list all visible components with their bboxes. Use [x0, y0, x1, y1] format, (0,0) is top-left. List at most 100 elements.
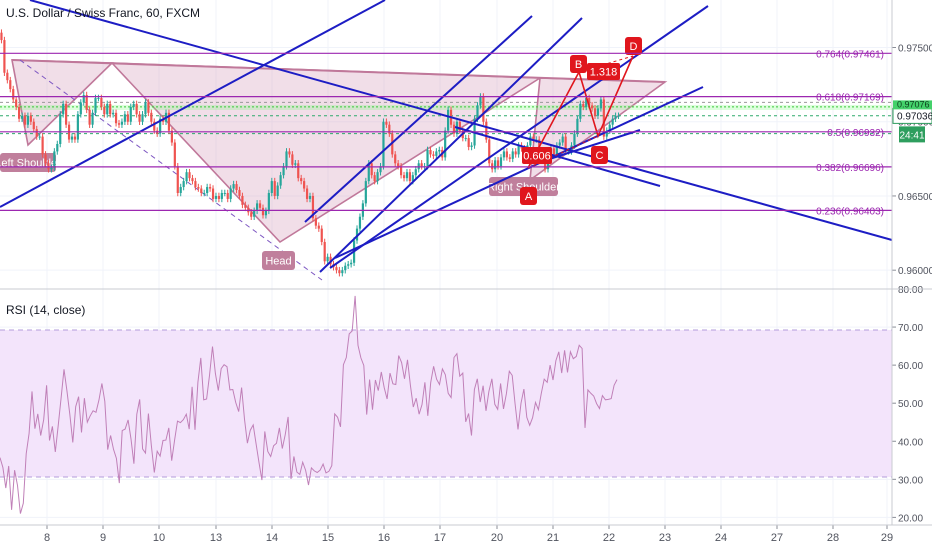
harmonic-point-box: [625, 37, 642, 55]
candle-body: [355, 228, 359, 241]
candle-body: [267, 192, 270, 211]
candle-body: [411, 175, 414, 182]
trend-lines: [0, 0, 893, 273]
countdown-label: 24:41: [899, 130, 924, 141]
candle-body: [285, 151, 288, 167]
candle-body: [467, 138, 470, 147]
candle-body: [238, 190, 241, 196]
candle-body: [314, 218, 317, 226]
candle-body: [73, 136, 77, 140]
candle-body: [405, 172, 409, 179]
candle-body: [561, 136, 564, 143]
candle-body: [167, 112, 171, 131]
candle-body: [297, 163, 300, 179]
support-line-2: [539, 129, 641, 163]
candle-body: [12, 89, 15, 100]
candle-body: [452, 124, 456, 134]
candle-body: [258, 203, 262, 208]
candle-body: [323, 241, 326, 262]
candle-body: [397, 163, 400, 167]
x-tick-label: 16: [378, 532, 390, 544]
candle-body: [282, 166, 285, 176]
x-tick-label: 10: [153, 532, 165, 544]
candle-body: [399, 166, 403, 176]
candle-body: [211, 188, 215, 199]
candle-body: [608, 124, 611, 131]
ascending-line-3: [329, 5, 709, 269]
candle-body: [220, 192, 223, 199]
candle-body: [208, 187, 212, 189]
candle-body: [420, 163, 423, 167]
candle-body: [88, 109, 91, 125]
x-tick-label: 9: [100, 532, 106, 544]
harmonic-ratio-label: 0.606: [523, 151, 551, 163]
candle-body: [203, 192, 206, 194]
candle-body: [435, 151, 438, 156]
right-shoulder-region: [529, 77, 668, 182]
candle-body: [505, 151, 508, 158]
rsi-tick-label: 20.00: [898, 513, 923, 524]
candle-body: [470, 145, 473, 147]
x-tick-label: 13: [210, 532, 222, 544]
candle-body: [370, 163, 373, 176]
candle-body: [379, 166, 382, 173]
candle-body: [44, 154, 47, 164]
candle-body: [53, 151, 56, 168]
harmonic-ratio-box: [522, 147, 552, 164]
candle-body: [62, 103, 65, 115]
candle-body: [256, 203, 259, 211]
candle-body: [94, 97, 97, 113]
candle-body: [479, 96, 482, 106]
x-tick-label: 14: [266, 532, 278, 544]
candle-body: [444, 130, 447, 158]
harmonic-ratio-label: 1.318: [590, 67, 618, 79]
candle-body: [605, 130, 608, 137]
x-tick-label: 21: [547, 532, 559, 544]
x-tick-label: 29: [881, 532, 893, 544]
candle-body: [573, 133, 576, 146]
harmonic-path: [527, 55, 634, 169]
candle-body: [223, 192, 226, 194]
candle-body: [593, 108, 597, 116]
y-tick-label: 0.96500: [898, 192, 932, 203]
candle-body: [200, 188, 203, 193]
candle-body: [532, 136, 535, 140]
candle-body: [300, 178, 303, 182]
y-tick-label: 0.97500: [898, 44, 932, 55]
candle-body: [191, 178, 194, 182]
candle-body: [376, 172, 379, 182]
candle-body: [112, 112, 115, 115]
candle-body: [20, 115, 24, 119]
candle-body: [35, 129, 38, 137]
candle-body: [182, 181, 185, 188]
candle-body: [38, 136, 41, 138]
candle-body: [502, 151, 506, 158]
candle-body: [308, 195, 312, 199]
candle-body: [394, 154, 397, 164]
neckline: [11, 59, 666, 83]
candle-body: [529, 136, 532, 146]
harmonic-point-box: [591, 146, 608, 164]
candle-body: [32, 121, 35, 130]
candle-body: [552, 148, 555, 155]
candle-body: [244, 204, 247, 208]
candle-body: [408, 172, 412, 182]
candle-body: [194, 181, 197, 188]
fib-label: 0.618(0.97169): [816, 93, 884, 104]
candle-body: [388, 124, 391, 134]
candle-body: [132, 103, 135, 107]
candle-body: [170, 130, 173, 143]
fib-label: 0.382(0.96696): [816, 163, 884, 174]
rsi-title: RSI (14, close): [6, 303, 86, 317]
candle-body: [270, 181, 273, 193]
candle-body: [276, 185, 279, 196]
candle-body: [326, 256, 329, 262]
candle-body: [358, 216, 362, 229]
candle-body: [617, 115, 620, 117]
candle-body: [464, 138, 467, 140]
candle-body: [611, 118, 614, 125]
candle-body: [179, 187, 182, 193]
candle-body: [582, 103, 585, 107]
x-tick-label: 28: [827, 532, 839, 544]
